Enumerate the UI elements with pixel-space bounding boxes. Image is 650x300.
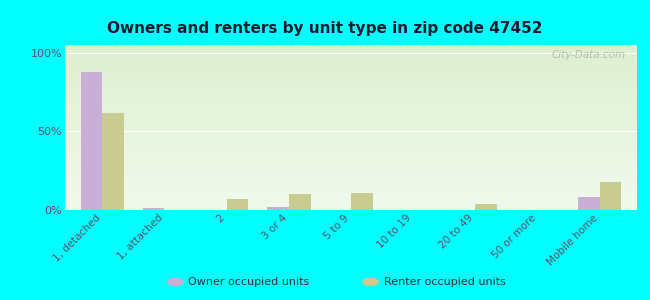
Text: City-Data.com: City-Data.com [551, 50, 625, 60]
Bar [102, 112, 124, 210]
Bar [289, 194, 311, 210]
Bar [81, 72, 102, 210]
Bar [227, 199, 248, 210]
Text: Owner occupied units: Owner occupied units [188, 277, 310, 287]
Bar [267, 207, 289, 210]
Text: Renter occupied units: Renter occupied units [384, 277, 506, 287]
Bar [351, 193, 372, 210]
Bar [578, 197, 600, 210]
Bar [600, 182, 621, 210]
Text: Owners and renters by unit type in zip code 47452: Owners and renters by unit type in zip c… [107, 21, 543, 36]
Bar [143, 208, 164, 210]
Bar [475, 204, 497, 210]
